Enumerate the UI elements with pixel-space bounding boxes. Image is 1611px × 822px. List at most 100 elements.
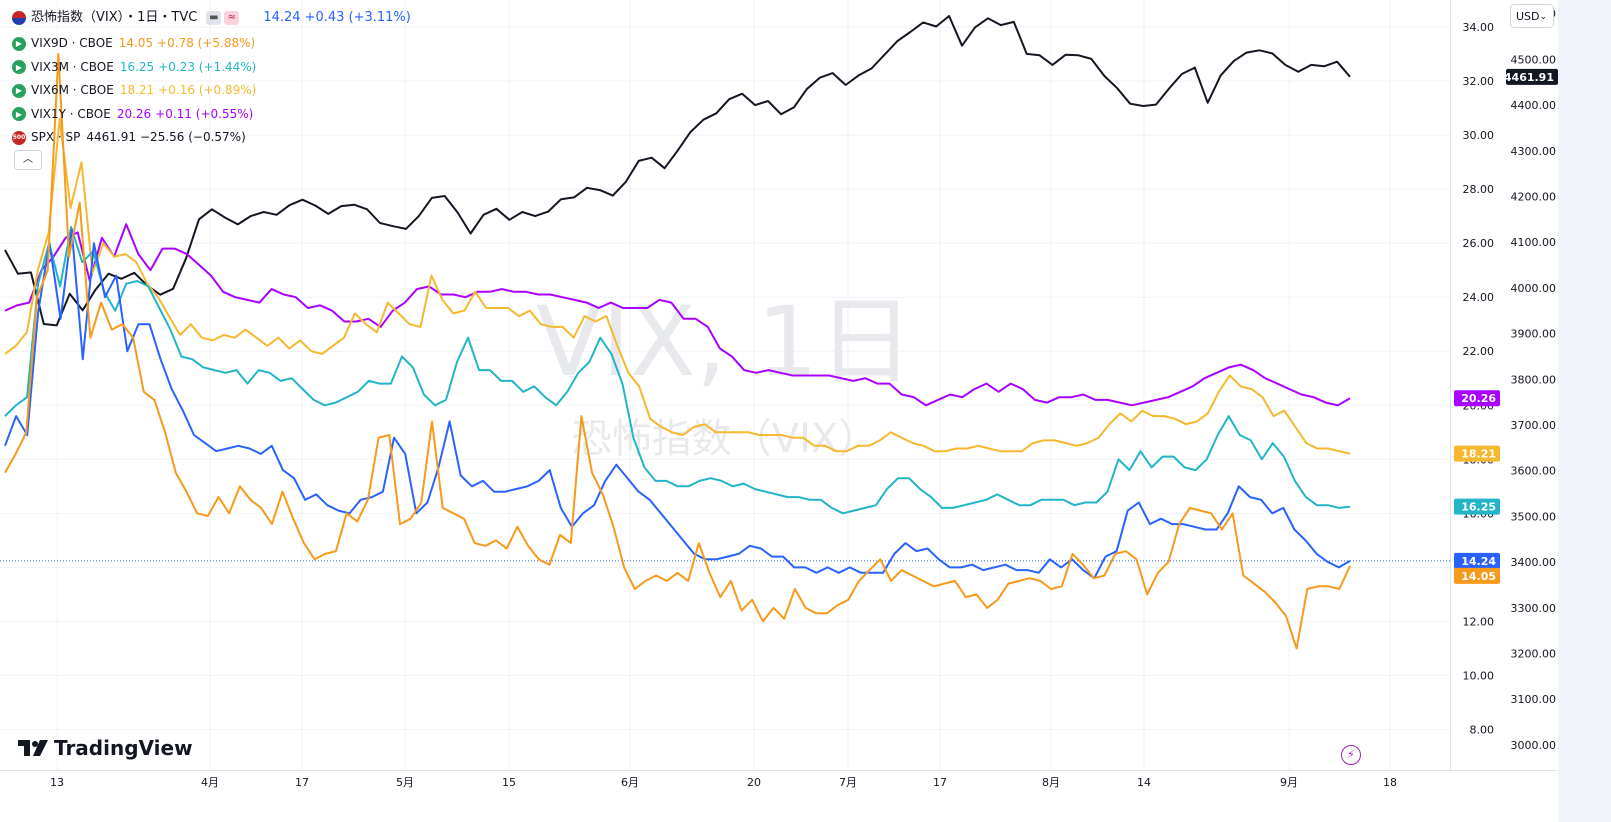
legend-price: 16.25 [119,59,155,74]
right-axis-tick: 3200.00 [1511,647,1557,660]
price-label-bg [1454,498,1500,515]
price-label: 16.25 [1461,501,1496,514]
left-axis-tick: 28.00 [1463,183,1495,196]
main-price: 14.24 [263,10,301,26]
x-axis-tick: 5月 [396,776,414,789]
right-axis-tick: 4400.00 [1511,99,1557,112]
right-axis-tick: 4100.00 [1511,236,1557,249]
series-vix1y [4,223,1351,407]
main-symbol: 恐怖指数（VIX）・1日・TVC [31,10,198,26]
legend-row[interactable]: 500 SPX · SP 4461.91 −25.56 (−0.57%) [12,126,415,150]
currency-select[interactable]: USD ⌄ [1510,4,1554,28]
right-axis-tick: 4300.00 [1511,145,1557,158]
chevron-up-icon: ︿ [23,154,33,165]
x-axis-tick: 6月 [621,776,639,789]
legend-row[interactable]: ▶ VIX9D · CBOE 14.05 +0.78 (+5.88%) [12,32,415,56]
price-label-bg [1506,68,1558,85]
legend-price: 14.05 [118,36,154,50]
price-label-bg [1454,445,1500,462]
price-label-bg [1454,390,1500,407]
play-icon: ▶ [12,83,26,98]
watermark-subtitle: 恐怖指数（VIX） [572,416,879,462]
flash-icon[interactable]: ⚡ [1341,745,1361,765]
right-frame-strip [1558,0,1611,822]
series-line-vix [4,228,1351,580]
chevron-down-icon: ⌄ [1539,12,1547,22]
right-axis-tick: 3600.00 [1511,465,1557,478]
price-label-bg [1454,567,1500,584]
right-axis-tick: 3300.00 [1511,602,1557,615]
price-label: 18.21 [1461,448,1496,461]
us-flag-icon [12,11,26,25]
play-icon: ▶ [12,60,26,75]
x-axis-tick: 7月 [839,776,857,789]
compare-icon[interactable]: ≈ [224,11,240,25]
series-vix [4,228,1351,580]
x-axis-tick: 17 [295,776,309,789]
legend-symbol: SPX · SP [31,130,81,144]
legend-row[interactable]: ▶ VIX6M · CBOE 18.21 +0.16 (+0.89%) [12,79,415,103]
left-axis-tick: 8.00 [1470,723,1495,736]
series-spx [4,15,1351,327]
legend-symbol: VIX6M · CBOE [31,83,114,97]
right-axis-tick: 3100.00 [1511,693,1557,706]
left-axis-tick: 22.00 [1463,345,1495,358]
series-line-vix6m [4,117,1351,455]
series-vix3m [4,225,1351,515]
left-axis-tick: 12.00 [1463,615,1495,628]
right-axis-tick: 3500.00 [1511,510,1557,523]
right-axis-tick: 3900.00 [1511,328,1557,341]
brand-name: TradingView [54,736,193,760]
series-line-vix1y [4,223,1351,407]
x-axis-tick: 9月 [1280,776,1298,789]
price-label-bg [1454,552,1500,569]
currency-label: USD [1516,10,1540,23]
legend-price: 4461.91 [86,130,136,144]
legend-change: +0.78 (+5.88%) [157,36,256,50]
x-axis-tick: 15 [502,776,516,789]
play-icon: ▶ [12,36,26,51]
legend-change: +0.16 (+0.89%) [158,83,257,97]
left-axis-tick: 10.00 [1463,669,1495,682]
right-axis-tick: 3800.00 [1511,373,1557,386]
price-label: 14.05 [1461,570,1496,583]
legend-change: +0.11 (+0.55%) [155,106,254,121]
legend-change: +0.23 (+1.44%) [158,59,257,74]
x-axis-tick: 18 [1383,776,1397,789]
left-axis-tick: 26.00 [1463,237,1495,250]
tradingview-icon [18,740,48,756]
hide-icon[interactable]: ▬ [206,11,222,25]
legend-row[interactable]: ▶ VIX1Y · CBOE 20.26 +0.11 (+0.55%) [12,103,415,127]
left-axis-tick: 30.00 [1463,129,1495,142]
legend-change: −25.56 (−0.57%) [140,130,246,144]
legend-symbol: VIX1Y · CBOE [31,106,111,121]
play-icon: ▶ [12,107,26,122]
left-axis-tick: 34.00 [1463,21,1495,34]
x-axis-tick: 20 [747,776,761,789]
left-axis-tick: 32.00 [1463,75,1495,88]
right-axis-tick: 4200.00 [1511,190,1557,203]
legend-main-row[interactable]: 恐怖指数（VIX）・1日・TVC ▬ ≈ 14.24 +0.43 (+3.11%… [12,4,415,32]
price-label: 20.26 [1461,392,1496,405]
legend-series-list: ▶ VIX9D · CBOE 14.05 +0.78 (+5.88%) ▶ VIX3M ·… [12,32,415,150]
series-vix9d [4,53,1351,650]
brand-logo[interactable]: TradingView [18,736,193,760]
x-axis-tick: 4月 [201,776,219,789]
right-axis-tick: 4000.00 [1511,282,1557,295]
collapse-legend-button[interactable]: ︿ [14,150,42,170]
right-axis-tick: 3700.00 [1511,419,1557,432]
x-axis-tick: 14 [1137,776,1151,789]
left-axis-tick: 24.00 [1463,291,1495,304]
x-axis-tick: 13 [50,776,64,789]
legend-price: 18.21 [119,83,155,97]
price-label: 14.24 [1461,555,1496,568]
right-axis-tick: 3400.00 [1511,556,1557,569]
sp500-icon: 500 [12,130,26,145]
price-axis-bg [1450,0,1558,822]
x-axis-tick: 17 [933,776,947,789]
legend-symbol: VIX3M · CBOE [31,59,114,74]
price-label: 4461.91 [1504,71,1554,84]
watermark-title: VIX, 1日 [536,286,914,398]
legend-row[interactable]: ▶ VIX3M · CBOE 16.25 +0.23 (+1.44%) [12,56,415,80]
